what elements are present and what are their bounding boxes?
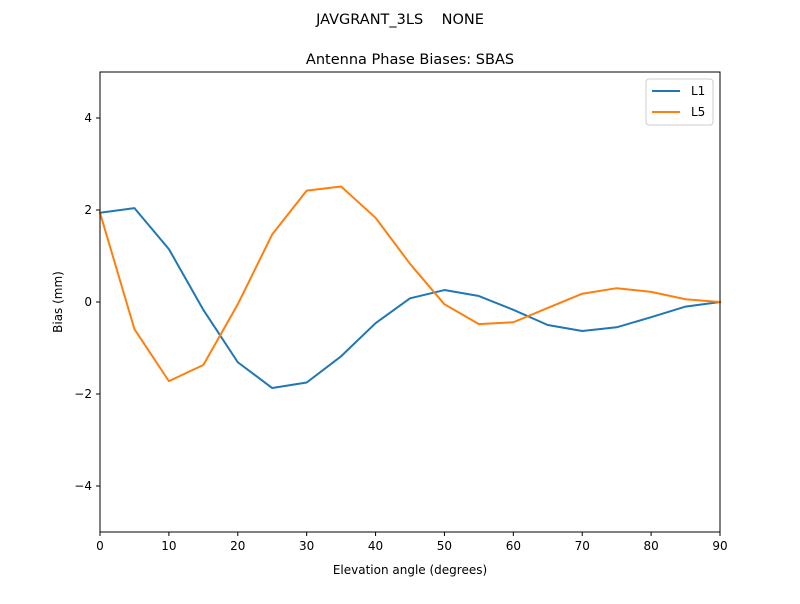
- y-tick-label: −2: [74, 387, 92, 401]
- series-line-L5: [98, 185, 722, 383]
- y-tick-label: 2: [84, 203, 92, 217]
- x-tick-label: 30: [299, 539, 314, 553]
- x-tick-label: 90: [712, 539, 727, 553]
- y-axis-label: Bias (mm): [51, 271, 65, 333]
- legend-label-L5: L5: [691, 105, 705, 119]
- axes-frame: [99, 71, 721, 533]
- x-tick-label: 60: [506, 539, 521, 553]
- x-tick-label: 50: [437, 539, 452, 553]
- series-line-L1: [98, 207, 722, 390]
- legend-label-L1: L1: [691, 84, 705, 98]
- x-axis-label: Elevation angle (degrees): [333, 563, 487, 577]
- x-tick-label: 0: [96, 539, 104, 553]
- x-tick-label: 70: [575, 539, 590, 553]
- y-tick-label: 0: [84, 295, 92, 309]
- x-tick-label: 80: [643, 539, 658, 553]
- y-tick-label: 4: [84, 111, 92, 125]
- x-tick-label: 10: [161, 539, 176, 553]
- plot-area: 0 10 20 30 40 50 60 70 80 90 −4 −2 0 2 4 L1 L5: [74, 71, 728, 553]
- legend: L1 L5: [645, 78, 714, 126]
- x-tick-label: 20: [230, 539, 245, 553]
- chart-title: Antenna Phase Biases: SBAS: [306, 52, 514, 68]
- figure-suptitle: JAVGRANT_3LS NONE: [315, 12, 484, 28]
- y-tick-label: −4: [74, 479, 92, 493]
- x-tick-label: 40: [368, 539, 383, 553]
